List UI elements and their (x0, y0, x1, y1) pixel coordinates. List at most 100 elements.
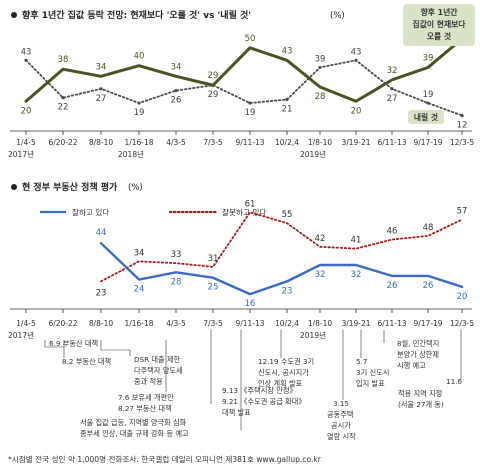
disapprove-series-data-label: 46 (387, 227, 398, 237)
rise-series-data-label: 34 (96, 62, 107, 72)
rise-series-data-label: 43 (282, 46, 293, 56)
note-5-7-1: 5.7 (356, 357, 367, 366)
note-dsr-3: 중과 적용 (134, 377, 163, 386)
rise-callout-box (403, 4, 475, 46)
fall-callout-label: 내릴 것 (414, 112, 438, 122)
fall-series-point (285, 97, 289, 102)
approve-series-data-label: 16 (245, 299, 256, 309)
bottom-tick-label: 12/3-5 (450, 319, 475, 328)
fall-series-point (426, 101, 430, 105)
fall-series-data-label: 39 (315, 54, 326, 64)
bottom-plot-area: 23 34 33 31 61 55 42 41 46 48 57 44 24 28 25 16 23 32 32 26… (96, 199, 468, 309)
top-tick-label: 9/17-19 (413, 138, 442, 147)
rise-series-data-label: 20 (351, 106, 362, 116)
note-dsr-2: 다주택자 양도세 (134, 366, 183, 375)
note-seoul-1: 서울 집값 급등, 지역별 양극화 심화 (80, 418, 187, 427)
top-chart-unit: (%) (330, 11, 345, 21)
fall-series-data-label: 29 (208, 90, 219, 100)
fall-series-point (318, 65, 322, 70)
bottom-tick-label: 10/2,4 (275, 319, 299, 328)
note-8-27: 8.27 부동산 대책 (118, 404, 172, 413)
fall-series-point (390, 87, 394, 91)
fall-series-point (137, 101, 141, 105)
note-3-15-4: 열람 시작 (327, 432, 356, 441)
approve-series-data-label: 26 (387, 281, 398, 291)
bottom-tick-label: 3/19-21 (341, 319, 370, 328)
top-year-2018: 2018년 (118, 149, 144, 159)
disapprove-series-data-label: 41 (351, 236, 362, 246)
top-plot-area: 43 22 27 19 26 29 19 21 39 43 27 19 12 20 38 34 40 34 29 50… (21, 25, 468, 131)
bottom-tick-label: 1/16-18 (124, 319, 153, 328)
rise-series-data-label: 28 (315, 92, 326, 102)
top-tick-label: 3/19-21 (341, 138, 370, 147)
fall-series-data-label: 27 (387, 94, 398, 104)
note-11-6-3: (서울 27개 동) (398, 400, 444, 409)
policy-leader-lines (44, 330, 462, 430)
approve-series-data-label: 26 (423, 281, 434, 291)
note-3-15-2: 공동주택 (327, 410, 353, 419)
bottom-tick-label: 4/3-5 (166, 319, 186, 328)
approve-series-data-label: 24 (134, 285, 145, 295)
fall-series-data-label: 12 (457, 121, 468, 131)
top-tick-label: 10/2,4 (275, 138, 299, 147)
top-tick-label: 4/3-5 (166, 138, 186, 147)
disapprove-series-data-label: 23 (96, 288, 107, 298)
approve-series-data-label: 32 (315, 270, 326, 280)
note-8m-2: 분양가 상한제 (397, 350, 439, 359)
note-5-7-2: 3기 신도시 (356, 368, 389, 377)
approve-series-data-label: 25 (208, 283, 219, 293)
disapprove-series-data-label: 55 (282, 210, 293, 220)
top-tick-label: 8/8-10 (89, 138, 114, 147)
bottom-tick-label: 6/20-22 (48, 319, 77, 328)
bottom-chart-title: 현 정부 부동산 정책 평가 (22, 181, 118, 193)
note-seoul-2: 종부세 인상, 대출 규제 강화 등 예고 (80, 429, 189, 438)
note-6-9: 6.9 부동산 대책 (49, 339, 98, 348)
rise-series-data-label: 38 (58, 55, 69, 65)
top-x-ticks: 1/4-5 6/20-22 8/8-10 1/16-18 4/3-5 7/3-5 9/11-… (16, 131, 474, 147)
bottom-year-2017: 2017년 (8, 330, 34, 340)
note-8m-3: 시행 예고 (397, 361, 426, 370)
bottom-tick-label: 8/8-10 (89, 319, 114, 328)
note-8m-1: 8월, 민간택지 (397, 339, 439, 348)
bullet-icon (11, 184, 17, 190)
note-7-6: 7.6 보유세 개편안 (118, 393, 174, 402)
disapprove-series-data-label: 34 (134, 248, 145, 258)
note-3-15-3: 공시가 (331, 421, 351, 430)
rise-series-data-label: 40 (134, 52, 145, 62)
fall-series-data-label: 22 (58, 103, 69, 113)
fall-series-data-label: 43 (351, 47, 362, 57)
legend-approve-label: 잘하고 있다 (72, 207, 109, 217)
disapprove-series-data-label: 61 (245, 199, 256, 209)
approve-series-data-label: 28 (171, 277, 182, 287)
bottom-x-ticks: 1/4-5 6/20-22 8/8-10 1/16-18 4/3-5 7/3-5 9/11-… (16, 309, 474, 328)
top-tick-label: 6/11-13 (377, 138, 406, 147)
note-5-7-3: 입지 발표 (356, 379, 385, 388)
note-12-19-3: 인상 계획 발표 (258, 379, 303, 388)
fall-series-data-label: 27 (96, 94, 107, 104)
top-year-2019: 2019년 (300, 149, 326, 159)
bottom-tick-label: 7/3-5 (203, 319, 223, 328)
fall-series-data-label: 21 (282, 104, 293, 114)
disapprove-series-data-label: 48 (423, 223, 434, 233)
legend-disapprove-label: 잘못하고 있다 (222, 207, 266, 217)
bottom-tick-label: 1/8-10 (308, 319, 333, 328)
note-11-6-2: 적용 지역 지정 (398, 389, 442, 398)
bottom-year-2019: 2019년 (300, 330, 326, 340)
note-9-13: 9.13 《주택시장 안정》 (222, 386, 297, 395)
note-12-19-1: 12.19 수도권 3기 (258, 357, 314, 366)
bottom-tick-label: 1/4-5 (16, 319, 36, 328)
approve-series-data-label: 32 (351, 270, 362, 280)
approve-series-line (99, 241, 464, 296)
disapprove-series-line (100, 211, 463, 283)
fall-series-point (248, 101, 252, 105)
fall-series-point (24, 58, 28, 62)
rise-series-data-label: 20 (21, 106, 32, 116)
top-tick-label: 7/3-5 (203, 138, 223, 147)
fall-series-data-label: 19 (134, 108, 145, 118)
fall-series-point (460, 113, 464, 118)
fall-series-data-label: 19 (245, 108, 256, 118)
rise-callout-line1: 향후 1년간 (421, 7, 459, 17)
disapprove-series-data-label: 42 (315, 234, 326, 244)
